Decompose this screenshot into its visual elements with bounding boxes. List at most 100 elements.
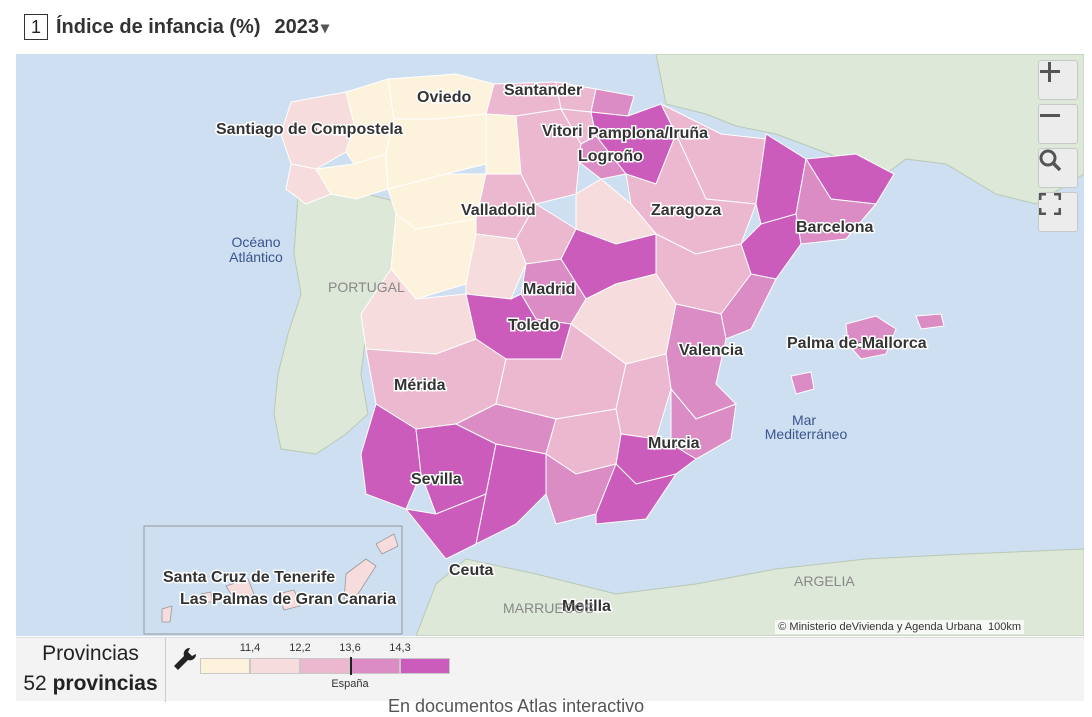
island-mallorca[interactable] — [845, 315, 897, 360]
island-menorca[interactable] — [915, 313, 945, 330]
city-dot[interactable] — [833, 226, 839, 232]
search-icon[interactable] — [1039, 149, 1061, 171]
city-dot[interactable] — [857, 342, 863, 348]
legend-tick-label: 14,3 — [389, 642, 411, 654]
province-pontevedra[interactable] — [285, 163, 332, 205]
year-selector[interactable]: 2023 ▾ — [274, 16, 329, 39]
city-dot[interactable] — [311, 127, 317, 133]
argelia-label: ARGELIA — [794, 573, 855, 589]
zoom-in-button[interactable] — [1038, 60, 1078, 100]
map-canvas[interactable]: Santiago de Compostela Oviedo Santander Vit… — [16, 54, 1084, 636]
province-la-rioja[interactable] — [578, 135, 627, 180]
city-label: Barcelona — [796, 219, 873, 236]
city-label: Santa Cruz de Tenerife — [163, 569, 335, 586]
city-dot[interactable] — [547, 288, 553, 294]
legend-swatch — [200, 658, 250, 674]
province-palencia[interactable] — [485, 113, 522, 175]
fullscreen-icon[interactable] — [1039, 193, 1061, 215]
marruecos-label: MARRUECOS — [503, 600, 594, 616]
legend-tick-label: 13,6 — [339, 642, 361, 654]
island-fuerteventura[interactable] — [343, 558, 377, 600]
city-dot[interactable] — [648, 132, 654, 138]
island-gran-canaria[interactable] — [277, 589, 301, 611]
plus-icon[interactable] — [1039, 61, 1061, 83]
zoom-out-button[interactable] — [1038, 104, 1078, 144]
city-label: Melilla — [562, 598, 611, 615]
city-label: Las Palmas de Gran Canaria — [180, 591, 396, 608]
sea-label-2: Mediterráneo — [765, 426, 848, 442]
city-dot[interactable] — [585, 604, 591, 610]
map-attribution: © Ministerio deVivienda y Agenda Urbana … — [775, 620, 1024, 634]
province-avila[interactable] — [465, 233, 527, 300]
ocean-label-1: Océano — [231, 234, 280, 250]
index-badge: 1 — [24, 14, 48, 40]
minus-icon[interactable] — [1039, 105, 1061, 127]
province-tarragona[interactable] — [740, 213, 802, 280]
city-label: Vitori — [542, 123, 583, 140]
island-lanzarote[interactable] — [375, 533, 399, 555]
city-dot[interactable] — [609, 155, 615, 161]
level-label[interactable]: Provincias — [42, 642, 139, 665]
header: 1 Índice de infancia (%) 2023 ▾ — [24, 12, 329, 42]
city-label: Santiago de Compostela — [216, 121, 403, 138]
year-value[interactable]: 2023 — [274, 15, 319, 38]
settings-wrench[interactable] — [172, 646, 198, 677]
city-label: Zaragoza — [651, 202, 721, 219]
city-dot[interactable] — [497, 208, 503, 214]
city-label: Murcia — [648, 435, 700, 452]
island-la-gomera[interactable] — [200, 591, 213, 603]
count-label: 52 provincias — [16, 672, 165, 696]
city-dot[interactable] — [597, 129, 603, 135]
island-ibiza[interactable] — [790, 371, 815, 395]
footer-panel: Provincias 52 provincias 11,4 12,2 13,6 14,… — [16, 637, 1084, 716]
city-dot[interactable] — [418, 383, 424, 389]
province-gipuzkoa[interactable] — [590, 88, 635, 117]
island-tenerife[interactable] — [225, 578, 255, 603]
portugal-label: PORTUGAL — [328, 279, 405, 295]
choropleth-map[interactable]: Santiago de Compostela Oviedo Santander Vit… — [16, 54, 1084, 636]
chevron-down-icon[interactable]: ▾ — [320, 19, 330, 37]
africa-land — [415, 548, 1084, 636]
city-label: Palma de Mallorca — [787, 335, 927, 352]
legend-swatch — [250, 658, 300, 674]
search-button[interactable] — [1038, 148, 1078, 188]
city-dot[interactable] — [709, 348, 715, 354]
level-summary[interactable]: Provincias 52 provincias — [16, 638, 166, 702]
city-dot[interactable] — [469, 569, 475, 575]
city-label: Sevilla — [411, 471, 462, 488]
count-unit: provincias — [52, 672, 158, 695]
fullscreen-button[interactable] — [1038, 192, 1078, 232]
city-label: Oviedo — [417, 89, 471, 106]
province-almeria[interactable] — [595, 463, 678, 525]
city-label: Valladolid — [461, 202, 536, 219]
city-dot[interactable] — [531, 323, 537, 329]
city-dot[interactable] — [443, 95, 449, 101]
footer-links[interactable]: En documentos Atlas interactivo — [388, 696, 645, 716]
count-value: 52 — [23, 672, 47, 695]
legend: 11,4 12,2 13,6 14,3 España — [200, 642, 460, 692]
city-dot[interactable] — [685, 208, 691, 214]
city-label: Logroño — [578, 148, 643, 165]
legend-swatch — [350, 658, 400, 674]
city-label: Valencia — [679, 342, 743, 359]
ocean-label-2: Atlántico — [229, 249, 283, 265]
city-dot[interactable] — [543, 89, 549, 95]
city-dot[interactable] — [673, 441, 679, 447]
canary-inset-frame — [143, 525, 403, 635]
city-dot[interactable] — [435, 478, 441, 484]
legend-reference-marker — [350, 657, 352, 675]
island-la-palma[interactable] — [161, 605, 173, 623]
page-title: Índice de infancia (%) — [56, 15, 261, 38]
city-label: Ceuta — [449, 562, 494, 579]
legend-tick-label: 12,2 — [289, 642, 311, 654]
city-label: Mérida — [394, 377, 446, 394]
legend-reference-label: España — [331, 678, 369, 690]
attribution-text: © Ministerio deVivienda y Agenda Urbana — [778, 621, 982, 633]
city-label: Santander — [504, 82, 582, 99]
legend-swatch — [400, 658, 450, 674]
scale-label: 100km — [987, 621, 1021, 633]
legend-swatch — [300, 658, 350, 674]
city-label: Madrid — [523, 281, 575, 298]
wrench-icon[interactable] — [172, 646, 198, 672]
city-label: Toledo — [508, 317, 559, 334]
